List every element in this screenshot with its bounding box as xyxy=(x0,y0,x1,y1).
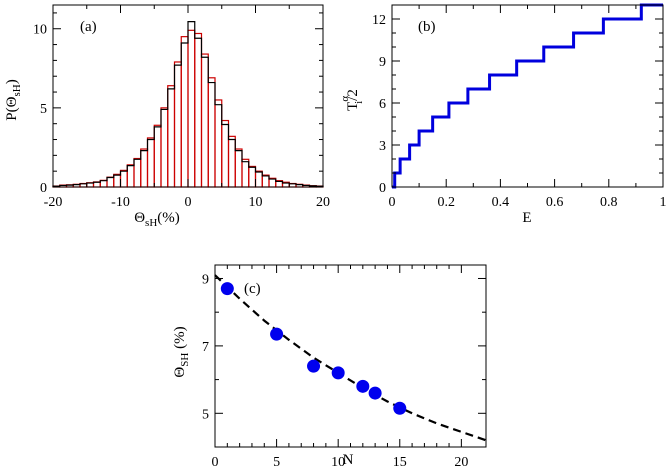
panel-a-xtick-label: -20 xyxy=(44,195,63,210)
panel-a-xtick-label: -10 xyxy=(111,195,130,210)
step-line-series xyxy=(392,3,663,189)
panel-a-ytick-label: 10 xyxy=(33,23,47,38)
panel-b-ytick-label: 12 xyxy=(372,13,386,28)
panel-a-ticks: -20 -10 0 10 20 0 5 10 xyxy=(33,5,330,210)
panel-c-xtick-label: 15 xyxy=(393,455,407,468)
panel-b-ytick-label: 0 xyxy=(379,181,386,196)
data-point xyxy=(331,366,345,380)
panel-a-ytick-label: 5 xyxy=(40,102,47,117)
histogram-bar-red xyxy=(187,29,196,188)
panel-b-xtick-label: 1 xyxy=(660,195,667,210)
histogram-bar-red xyxy=(207,77,216,188)
panel-b-xtick-label: 0.2 xyxy=(437,195,455,210)
histogram-bar-red xyxy=(146,137,155,188)
panel-b-xtick-label: 0 xyxy=(389,195,396,210)
panel-a-xtick-label: 10 xyxy=(249,195,263,210)
histogram-bar-red xyxy=(99,179,108,188)
panel-c-label: (c) xyxy=(244,281,261,297)
histogram-bar-red xyxy=(133,157,142,188)
panel-b-ytick-label: 3 xyxy=(379,139,386,154)
panel-c: 0 5 10 15 20 5 7 9 (c) N ΘSH (%) xyxy=(172,264,487,468)
panel-c-xtick-label: 10 xyxy=(331,455,345,468)
histogram-bar-red xyxy=(113,173,122,188)
histogram-bar-red xyxy=(119,169,128,188)
histogram-bar-red xyxy=(241,158,250,188)
data-point xyxy=(270,327,284,341)
data-point xyxy=(393,401,407,415)
histogram-bar-red xyxy=(214,99,223,188)
data-point xyxy=(368,386,382,400)
panel-c-xtick-label: 0 xyxy=(212,455,219,468)
panel-c-xlabel: N xyxy=(343,452,354,468)
histogram-bar-red xyxy=(261,174,270,188)
histogram-bar-red xyxy=(221,119,230,188)
panel-a-ytick-label: 0 xyxy=(40,181,47,196)
histogram-bars xyxy=(52,21,324,188)
panel-c-ytick-label: 5 xyxy=(202,407,209,422)
panel-b: 0 0.2 0.4 0.6 0.8 1 0 3 6 9 12 (b) E Tαi/2 xyxy=(339,3,667,226)
scatter-and-fit xyxy=(214,274,487,442)
histogram-bar-red xyxy=(200,53,209,188)
histogram-bar-red xyxy=(227,135,236,188)
panel-b-ylabel: Tαi/2 xyxy=(339,89,365,111)
panel-a-xtick-label: 20 xyxy=(316,195,330,210)
fit-curve-dashed xyxy=(214,274,487,442)
histogram-bar-red xyxy=(106,176,115,188)
histogram-bar-red xyxy=(194,32,203,188)
panel-a: -20 -10 0 10 20 0 5 10 (a) ΘsH(%) P(ΘsH) xyxy=(4,4,330,229)
histogram-bar-red xyxy=(234,148,243,188)
data-point xyxy=(307,359,321,373)
panel-c-ticks: 0 5 10 15 20 5 7 9 xyxy=(202,265,486,468)
panel-c-ytick-label: 9 xyxy=(202,272,209,287)
histogram-bar-red xyxy=(173,61,182,188)
data-point xyxy=(356,379,370,393)
panel-c-xtick-label: 5 xyxy=(273,455,280,468)
panel-c-xtick-label: 20 xyxy=(454,455,468,468)
panel-a-xtick-label: 0 xyxy=(185,195,192,210)
panel-b-label: (b) xyxy=(418,19,436,35)
panel-a-label: (a) xyxy=(80,19,97,35)
panel-b-xtick-label: 0.6 xyxy=(546,195,564,210)
panel-b-xlabel: E xyxy=(522,210,531,226)
panel-a-xlabel: ΘsH(%) xyxy=(134,210,180,229)
panel-b-ytick-label: 6 xyxy=(379,97,386,112)
panel-b-xtick-label: 0.4 xyxy=(492,195,510,210)
panel-b-xtick-label: 0.8 xyxy=(600,195,618,210)
histogram-bar-red xyxy=(160,107,169,188)
histogram-bar-red xyxy=(167,85,176,188)
panel-a-ylabel: P(ΘsH) xyxy=(4,79,23,120)
histogram-bar-red xyxy=(126,164,135,188)
histogram-bar-red xyxy=(248,165,257,188)
histogram-outline-black xyxy=(52,21,324,187)
step-line xyxy=(392,3,663,189)
histogram-bar-red xyxy=(140,148,149,188)
histogram-bar-red xyxy=(153,124,162,188)
panel-c-ytick-label: 7 xyxy=(202,340,209,355)
data-point xyxy=(220,282,234,296)
histogram-bar-red xyxy=(180,36,189,188)
panel-c-ylabel: ΘSH (%) xyxy=(172,326,191,377)
panel-b-ticks: 0 0.2 0.4 0.6 0.8 1 0 3 6 9 12 xyxy=(372,5,667,210)
panel-b-ytick-label: 9 xyxy=(379,55,386,70)
histogram-bar-red xyxy=(254,170,263,188)
